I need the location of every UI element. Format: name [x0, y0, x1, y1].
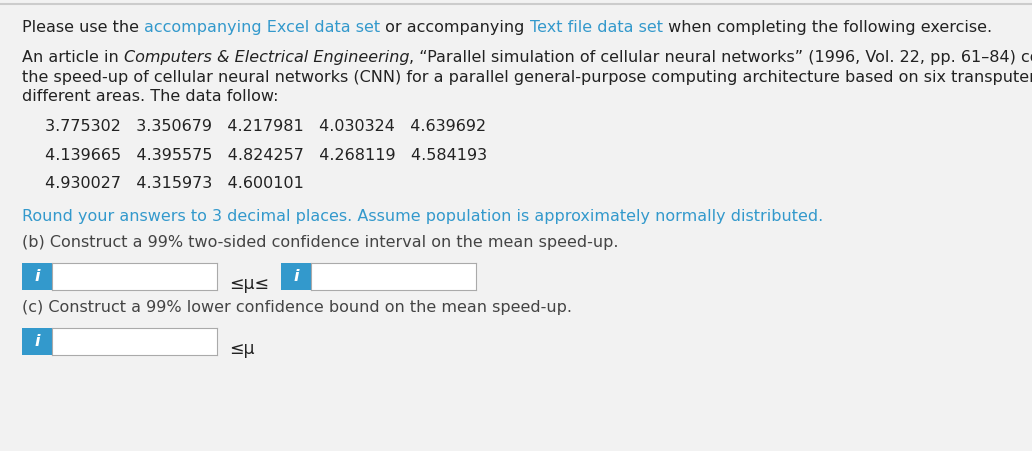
Text: Computers & Electrical Engineering: Computers & Electrical Engineering [124, 50, 410, 65]
Text: 4.930027   4.315973   4.600101: 4.930027 4.315973 4.600101 [40, 176, 303, 191]
Text: i: i [34, 334, 40, 349]
Text: Please use the: Please use the [22, 20, 144, 35]
Text: ≤μ: ≤μ [229, 340, 255, 358]
Text: the speed-up of cellular neural networks (CNN) for a parallel general-purpose co: the speed-up of cellular neural networks… [22, 70, 1032, 85]
Text: i: i [34, 269, 40, 284]
Text: or accompanying: or accompanying [380, 20, 529, 35]
Text: (c) Construct a 99% lower confidence bound on the mean speed-up.: (c) Construct a 99% lower confidence bou… [22, 300, 572, 315]
Text: Text file data set: Text file data set [529, 20, 663, 35]
Text: (b) Construct a 99% two-sided confidence interval on the mean speed-up.: (b) Construct a 99% two-sided confidence… [22, 235, 618, 249]
Text: when completing the following exercise.: when completing the following exercise. [663, 20, 992, 35]
Text: , “Parallel simulation of cellular neural networks” (1996, Vol. 22, pp. 61–84) c: , “Parallel simulation of cellular neura… [410, 50, 1032, 65]
Text: i: i [293, 269, 298, 284]
Text: different areas. The data follow:: different areas. The data follow: [22, 89, 279, 104]
Text: 3.775302   3.350679   4.217981   4.030324   4.639692: 3.775302 3.350679 4.217981 4.030324 4.63… [40, 120, 486, 134]
Text: 4.139665   4.395575   4.824257   4.268119   4.584193: 4.139665 4.395575 4.824257 4.268119 4.58… [40, 148, 487, 163]
Text: accompanying Excel data set: accompanying Excel data set [144, 20, 380, 35]
Text: An article in: An article in [22, 50, 124, 65]
Text: Round your answers to 3 decimal places. Assume population is approximately norma: Round your answers to 3 decimal places. … [22, 209, 824, 224]
Text: ≤μ≤: ≤μ≤ [229, 275, 269, 293]
